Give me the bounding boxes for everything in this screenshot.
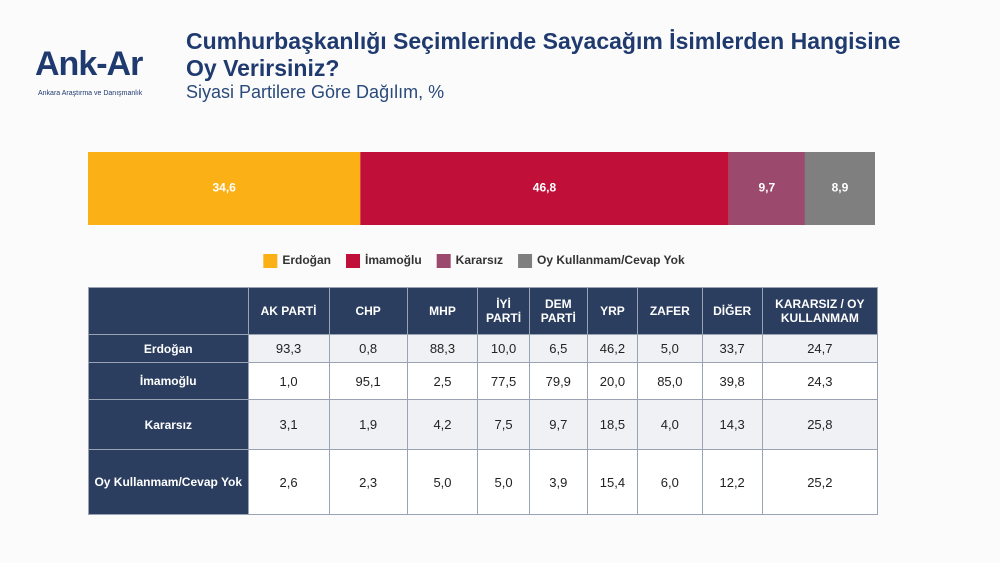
table-cell: 14,3 — [701, 399, 763, 450]
table-cell: 25,2 — [761, 449, 879, 515]
legend-label: Kararsız — [456, 253, 503, 267]
legend-label: Erdoğan — [282, 253, 331, 267]
value-label: 34,6 — [212, 181, 236, 195]
row-label: Kararsız — [88, 399, 249, 450]
column-header: ZAFER — [637, 287, 703, 335]
table-cell: 18,5 — [586, 399, 639, 450]
table-cell: 3,1 — [247, 399, 330, 450]
subtitle: Siyasi Partilere Göre Dağılım, % — [186, 82, 445, 102]
table-cell: 1,0 — [247, 362, 330, 400]
table-cell: 2,6 — [247, 449, 330, 515]
header-row: AK PARTİ CHP MHP İYİ PARTİ DEM PARTİ YRP ZAFER… — [88, 287, 879, 335]
table-cell: 5,0 — [477, 449, 530, 515]
bar-segment — [804, 152, 875, 225]
table-cell: 77,5 — [477, 362, 530, 400]
table-cell: 3,9 — [528, 449, 588, 515]
column-header: MHP — [406, 287, 479, 335]
table-cell: 2,3 — [328, 449, 408, 515]
row-label: Erdoğan — [88, 334, 249, 363]
table-cell: 10,0 — [477, 334, 530, 363]
table-row: Erdoğan 93,3 0,8 88,3 10,0 6,5 46,2 5,0 33,7 24,7 — [88, 334, 879, 363]
table-cell: 4,0 — [637, 399, 703, 450]
column-header: DEM PARTİ — [528, 287, 588, 335]
table-cell: 46,2 — [586, 334, 639, 363]
column-header: İYİ PARTİ — [477, 287, 530, 335]
table-row: Kararsız 3,1 1,9 4,2 7,5 9,7 18,5 4,0 14,3 25,8 — [88, 399, 879, 450]
column-header: YRP — [586, 287, 639, 335]
table-cell: 93,3 — [247, 334, 330, 363]
table-cell: 1,9 — [328, 399, 408, 450]
table-cell: 2,5 — [406, 362, 479, 400]
table-cell: 0,8 — [328, 334, 408, 363]
legend-label: Oy Kullanmam/Cevap Yok — [537, 253, 685, 267]
table-cell: 7,5 — [477, 399, 530, 450]
bar-segment — [88, 152, 361, 225]
table-cell: 4,2 — [406, 399, 479, 450]
table-cell: 39,8 — [701, 362, 763, 400]
table-cell: 85,0 — [637, 362, 703, 400]
column-header: AK PARTİ — [247, 287, 330, 335]
table-cell: 95,1 — [328, 362, 408, 400]
row-label: Oy Kullanmam/Cevap Yok — [88, 449, 249, 515]
legend-swatch — [518, 254, 533, 268]
title: Cumhurbaşkanlığı Seçimlerinde Sayacağım … — [186, 28, 901, 81]
column-header: DİĞER — [701, 287, 763, 335]
table: AK PARTİ CHP MHP İYİ PARTİ DEM PARTİ YRP ZAFER… — [88, 287, 879, 515]
table-cell: 6,5 — [528, 334, 588, 363]
legend-swatch — [346, 254, 361, 268]
legend-swatch — [263, 254, 278, 268]
table-cell: 33,7 — [701, 334, 763, 363]
row-label: İmamoğlu — [88, 362, 249, 400]
table-cell: 15,4 — [586, 449, 639, 515]
table-cell: 6,0 — [637, 449, 703, 515]
table-cell: 5,0 — [637, 334, 703, 363]
table-row: Oy Kullanmam/Cevap Yok 2,6 2,3 5,0 5,0 3,9 15,… — [88, 449, 879, 515]
table-cell: 24,7 — [761, 334, 879, 363]
logo-subtitle: Ankara Araştırma ve Danışmanlık — [38, 90, 143, 97]
bar-segment — [360, 152, 729, 225]
corner-cell — [88, 287, 249, 335]
logo: Ank-Ar — [35, 45, 143, 83]
value-label: 8,9 — [832, 181, 849, 195]
chart: 34,6 46,8 9,7 8,9 Erdoğan İmamoğlu Kararsız Oy … — [88, 152, 875, 268]
bar-segment — [728, 152, 805, 225]
column-header: CHP — [328, 287, 408, 335]
value-label: 46,8 — [533, 181, 557, 195]
table-row: İmamoğlu 1,0 95,1 2,5 77,5 79,9 20,0 85,0 39,8 24… — [88, 362, 879, 400]
table-cell: 24,3 — [761, 362, 879, 400]
table-cell: 88,3 — [406, 334, 479, 363]
legend-label: İmamoğlu — [365, 252, 422, 267]
table-cell: 9,7 — [528, 399, 588, 450]
table-cell: 79,9 — [528, 362, 588, 400]
table-cell: 12,2 — [701, 449, 763, 515]
legend-swatch — [436, 254, 451, 268]
value-label: 9,7 — [758, 181, 775, 195]
column-header: KARARSIZ / OY KULLANMAM — [761, 287, 879, 335]
table-cell: 25,8 — [761, 399, 879, 450]
table-cell: 5,0 — [406, 449, 479, 515]
table-cell: 20,0 — [586, 362, 639, 400]
